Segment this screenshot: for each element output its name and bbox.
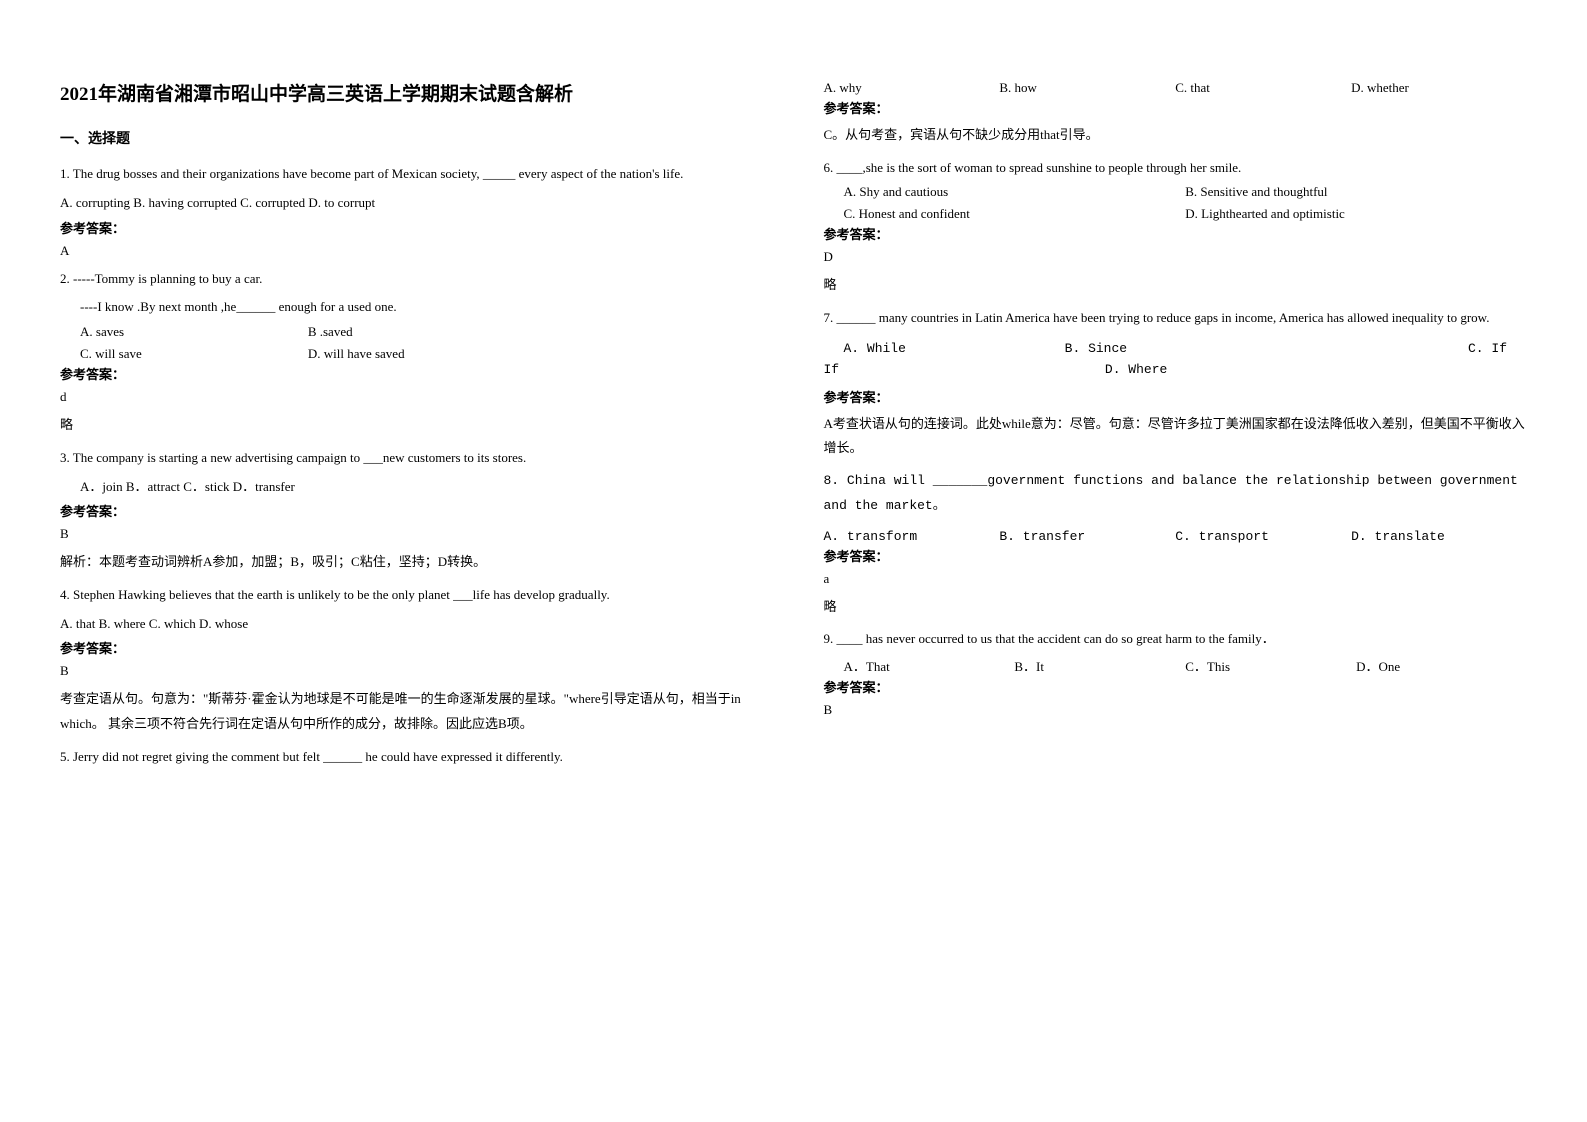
q9-text: 9. ____ has never occurred to us that th…	[824, 627, 1528, 652]
q7-optC: C. If	[1286, 341, 1527, 356]
q6-text: 6. ____,she is the sort of woman to spre…	[824, 156, 1528, 181]
q4-answer: B	[60, 663, 764, 679]
right-column: A. why B. how C. that D. whether 参考答案： C…	[824, 80, 1528, 1042]
q8-optA: A. transform	[824, 529, 1000, 544]
q2-optB: B .saved	[308, 324, 536, 340]
q6-options-row2: C. Honest and confident D. Lighthearted …	[824, 206, 1528, 222]
q9-optA: A．That	[844, 656, 1015, 675]
q2-optC: C. will save	[80, 346, 308, 362]
answer-label: 参考答案：	[60, 364, 764, 383]
answer-label: 参考答案：	[824, 387, 1528, 406]
q1-options: A. corrupting B. having corrupted C. cor…	[60, 191, 764, 216]
answer-label: 参考答案：	[60, 501, 764, 520]
spacer	[536, 346, 764, 362]
answer-label: 参考答案：	[824, 98, 1528, 117]
q1-text: 1. The drug bosses and their organizatio…	[60, 162, 764, 187]
q9-answer: B	[824, 702, 1528, 718]
q8-answer: a	[824, 571, 1528, 587]
q6-omit: 略	[824, 273, 1528, 298]
answer-label: 参考答案：	[824, 224, 1528, 243]
q5-optC: C. that	[1175, 80, 1351, 96]
q2-options-row2: C. will save D. will have saved	[60, 346, 764, 362]
q8-options: A. transform B. transfer C. transport D.…	[824, 529, 1528, 544]
q7-answer: A考查状语从句的连接词。此处while意为：尽管。句意：尽管许多拉丁美洲国家都在…	[824, 412, 1528, 461]
q9-optB: B．It	[1014, 656, 1185, 675]
q2-options-row1: A. saves B .saved	[60, 324, 764, 340]
q9-options: A．That B．It C．This D．One	[824, 656, 1528, 675]
answer-label: 参考答案：	[60, 218, 764, 237]
q2-omit: 略	[60, 413, 764, 438]
q6-optC: C. Honest and confident	[844, 206, 1186, 222]
q7-options-row1: A. While B. Since C. If	[824, 341, 1528, 356]
q5-optD: D. whether	[1351, 80, 1527, 96]
q3-text: 3. The company is starting a new adverti…	[60, 446, 764, 471]
q5-optA: A. why	[824, 80, 1000, 96]
q7-optA: A. While	[844, 341, 1065, 356]
q2-text: 2. -----Tommy is planning to buy a car.	[60, 267, 764, 292]
q5-options: A. why B. how C. that D. whether	[824, 80, 1528, 96]
q4-options: A. that B. where C. which D. whose	[60, 612, 764, 637]
left-column: 2021年湖南省湘潭市昭山中学高三英语上学期期末试题含解析 一、选择题 1. T…	[60, 80, 764, 1042]
q5-answer: C。从句考查，宾语从句不缺少成分用that引导。	[824, 123, 1528, 148]
q9-optC: C．This	[1185, 656, 1356, 675]
q6-optB: B. Sensitive and thoughtful	[1185, 184, 1527, 200]
q9-optD: D．One	[1356, 656, 1527, 675]
answer-label: 参考答案：	[824, 677, 1528, 696]
q5-text: 5. Jerry did not regret giving the comme…	[60, 745, 764, 770]
q3-options: A．join B．attract C．stick D．transfer	[60, 475, 764, 500]
q8-optB: B. transfer	[999, 529, 1175, 544]
q4-text: 4. Stephen Hawking believes that the ear…	[60, 583, 764, 608]
q4-explanation: 考查定语从句。句意为："斯蒂芬·霍金认为地球是不可能是唯一的生命逐渐发展的星球。…	[60, 687, 764, 736]
section-heading: 一、选择题	[60, 128, 764, 148]
document-title: 2021年湖南省湘潭市昭山中学高三英语上学期期末试题含解析	[60, 80, 764, 110]
answer-label: 参考答案：	[60, 638, 764, 657]
spacer	[536, 324, 764, 340]
q2-optA: A. saves	[80, 324, 308, 340]
answer-label: 参考答案：	[824, 546, 1528, 565]
q6-optD: D. Lighthearted and optimistic	[1185, 206, 1527, 222]
q7-optC-label: If	[824, 362, 1105, 377]
q8-omit: 略	[824, 595, 1528, 620]
q7-text: 7. ______ many countries in Latin Americ…	[824, 306, 1528, 331]
q8-text: 8. China will _______government function…	[824, 469, 1528, 518]
q1-answer: A	[60, 243, 764, 259]
q2-line2: ----I know .By next month ,he______ enou…	[60, 295, 764, 320]
q8-optD: D. translate	[1351, 529, 1527, 544]
q2-answer: d	[60, 389, 764, 405]
q8-optC: C. transport	[1175, 529, 1351, 544]
q6-answer: D	[824, 249, 1528, 265]
q7-optD: D. Where	[1105, 362, 1167, 377]
q7-options-row2: If D. Where	[824, 362, 1528, 377]
q3-answer: B	[60, 526, 764, 542]
q3-explanation: 解析：本题考查动词辨析A参加，加盟；B，吸引；C粘住，坚持；D转换。	[60, 550, 764, 575]
q7-optB: B. Since	[1065, 341, 1286, 356]
q2-optD: D. will have saved	[308, 346, 536, 362]
q6-options-row1: A. Shy and cautious B. Sensitive and tho…	[824, 184, 1528, 200]
q5-optB: B. how	[999, 80, 1175, 96]
q6-optA: A. Shy and cautious	[844, 184, 1186, 200]
